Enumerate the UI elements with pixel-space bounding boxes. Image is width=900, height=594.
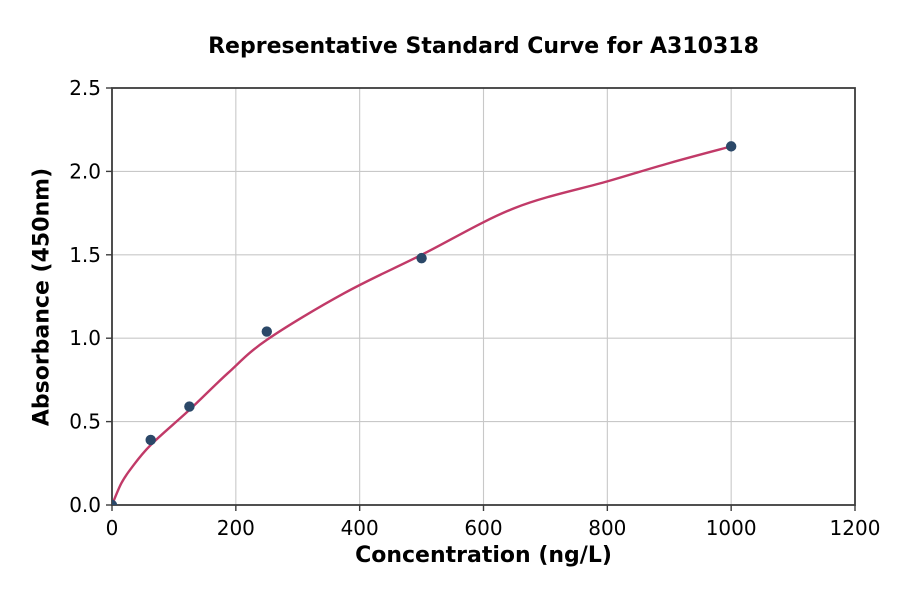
x-tick-label: 0 xyxy=(106,516,119,540)
y-tick-label: 2.5 xyxy=(69,76,101,100)
data-point xyxy=(261,326,272,337)
data-point xyxy=(416,252,427,264)
y-tick-label: 0.0 xyxy=(69,493,101,517)
x-tick-label: 600 xyxy=(464,516,502,540)
data-point xyxy=(112,499,118,505)
y-axis-label: Absorbance (450nm) xyxy=(29,167,55,427)
fit-curve xyxy=(112,145,733,505)
data-point xyxy=(145,434,156,446)
x-tick-label: 400 xyxy=(341,516,379,540)
data-point xyxy=(184,401,195,412)
chart-title: Representative Standard Curve for A31031… xyxy=(208,34,759,59)
x-axis-label: Concentration (ng/L) xyxy=(355,543,612,568)
x-tick-label: 800 xyxy=(588,516,626,540)
y-tick-label: 1.5 xyxy=(69,243,101,267)
y-tick-label: 2.0 xyxy=(69,159,101,183)
x-tick-label: 1000 xyxy=(706,516,757,540)
x-tick-label: 1200 xyxy=(830,516,881,540)
y-tick-label: 0.5 xyxy=(69,410,101,434)
y-tick-label: 1.0 xyxy=(69,326,101,350)
data-point xyxy=(725,141,737,152)
x-tick-label: 200 xyxy=(217,516,255,540)
